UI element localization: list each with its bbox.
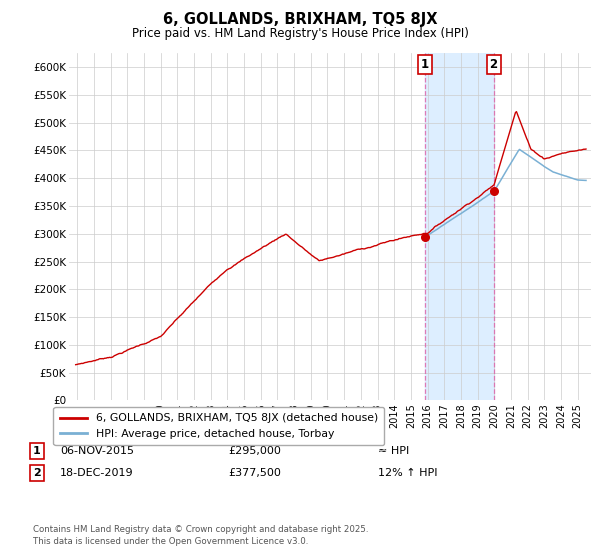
Text: 12% ↑ HPI: 12% ↑ HPI [378,468,437,478]
Text: 18-DEC-2019: 18-DEC-2019 [60,468,134,478]
Text: 1: 1 [33,446,41,456]
Text: 1: 1 [421,58,429,72]
Text: £295,000: £295,000 [228,446,281,456]
Text: 6, GOLLANDS, BRIXHAM, TQ5 8JX: 6, GOLLANDS, BRIXHAM, TQ5 8JX [163,12,437,27]
Text: 2: 2 [490,58,497,72]
Legend: 6, GOLLANDS, BRIXHAM, TQ5 8JX (detached house), HPI: Average price, detached hou: 6, GOLLANDS, BRIXHAM, TQ5 8JX (detached … [53,407,385,445]
Text: Price paid vs. HM Land Registry's House Price Index (HPI): Price paid vs. HM Land Registry's House … [131,27,469,40]
Text: Contains HM Land Registry data © Crown copyright and database right 2025.
This d: Contains HM Land Registry data © Crown c… [33,525,368,546]
Bar [425,53,494,400]
Text: £377,500: £377,500 [228,468,281,478]
Text: 06-NOV-2015: 06-NOV-2015 [60,446,134,456]
Text: 2: 2 [33,468,41,478]
Text: ≈ HPI: ≈ HPI [378,446,409,456]
